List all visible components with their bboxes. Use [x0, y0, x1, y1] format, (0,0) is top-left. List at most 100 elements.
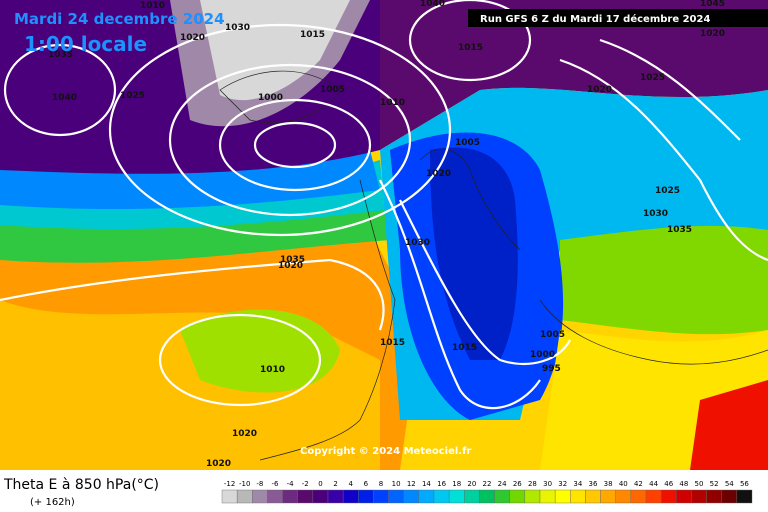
copyright: Copyright © 2024 Meteociel.fr — [300, 446, 471, 457]
colorbar-tick-label: 8 — [379, 480, 383, 488]
run-info: Run GFS 6 Z du Mardi 17 décembre 2024 — [480, 13, 710, 25]
colorbar-cell — [706, 489, 722, 504]
colorbar-tick-label: -12 — [224, 480, 235, 488]
local-time: 1:00 locale — [24, 32, 147, 56]
colorbar-cell — [494, 489, 510, 504]
isobar-label: 995 — [542, 364, 561, 374]
colorbar-cell — [509, 489, 526, 504]
isobar-label: 1035 — [280, 255, 305, 265]
isobars — [0, 0, 768, 410]
colorbar-tick-label: 36 — [589, 480, 598, 488]
colorbar-cell — [403, 489, 420, 504]
colorbar-cell — [524, 489, 541, 504]
isobar-label: 1020 — [232, 429, 257, 439]
isobar-label: 1020 — [206, 459, 231, 469]
lead-time: (+ 162h) — [30, 497, 75, 508]
isobar-label: 1005 — [540, 330, 565, 340]
colorbar-tick-label: 30 — [543, 480, 552, 488]
colorbar-tick-label: 52 — [710, 480, 719, 488]
isobar-label: 1030 — [405, 238, 430, 248]
colorbar-cell — [600, 489, 616, 504]
colorbar-cell — [373, 489, 389, 504]
colorbar-cell — [554, 489, 571, 504]
isobar-label: 1025 — [655, 186, 680, 196]
colorbar-tick-label: 18 — [452, 480, 461, 488]
colorbar-cell — [630, 489, 647, 504]
colorbar-cell — [660, 489, 677, 504]
colorbar-cell — [312, 489, 329, 504]
colorbar-tick-label: -2 — [302, 480, 309, 488]
colorbar-cell — [418, 489, 435, 504]
isobar-label: 1035 — [48, 50, 73, 60]
colorbar-tick-label: 50 — [695, 480, 704, 488]
isobar-label: 1010 — [260, 365, 285, 375]
isobar-labels: 1010 1020 1025 1035 1040 1030 1015 1000 1005 1010… — [48, 0, 725, 469]
colorbar-cell — [676, 489, 692, 504]
colorbar-tick-label: 48 — [679, 480, 688, 488]
colorbar-cell — [342, 489, 359, 504]
isobar-label: 1010 — [380, 98, 405, 108]
colorbar-cell — [267, 489, 283, 504]
colorbar-cell — [585, 489, 601, 504]
coastlines — [219, 70, 768, 461]
colorbar-tick-label: 12 — [407, 480, 416, 488]
isobar-label: 1030 — [225, 23, 250, 33]
isobar-label: 1020 — [587, 85, 612, 95]
colorbar-tick-label: 2 — [333, 480, 337, 488]
run-banner — [468, 9, 768, 27]
colorbar-tick-label: 6 — [364, 480, 369, 488]
isobar-label: 1005 — [320, 85, 345, 95]
colorbar-tick-label: 10 — [392, 480, 401, 488]
colorbar-cell — [448, 489, 465, 504]
theta-field — [0, 0, 768, 470]
colorbar-tick-label: -10 — [239, 480, 250, 488]
colorbar-tick-label: 4 — [348, 480, 353, 488]
colorbar-cell — [736, 489, 753, 504]
colorbar-tick-label: -4 — [287, 480, 295, 488]
valid-date: Mardi 24 decembre 2024 — [14, 10, 225, 28]
colorbar-tick-label: 22 — [483, 480, 492, 488]
colorbar-tick-label: 38 — [604, 480, 613, 488]
colorbar-cell — [479, 489, 495, 504]
legend-title: Theta E à 850 hPa(°C) — [3, 477, 159, 493]
colorbar-tick-label: 28 — [528, 480, 537, 488]
isobar-label: 1000 — [258, 93, 283, 103]
isobar-label: 1020 — [180, 33, 205, 43]
colorbar-tick-label: 24 — [498, 480, 507, 488]
colorbar-cell — [388, 489, 404, 504]
colorbar-tick-label: 34 — [573, 480, 582, 488]
colorbar-tick-label: 42 — [634, 480, 643, 488]
isobar-label: 1020 — [278, 261, 303, 271]
colorbar-tick-label: 54 — [725, 480, 734, 488]
isobar-label: 1025 — [120, 91, 145, 101]
isobar-label: 1020 — [700, 29, 725, 39]
colorbar-cell — [297, 489, 314, 504]
colorbar-cell — [539, 489, 556, 504]
colorbar-cell — [282, 489, 298, 504]
isobar-label: 1035 — [667, 225, 692, 235]
isobar-label: 1015 — [458, 43, 483, 53]
colorbar: -12 -10 -8 -6 -4 -2 0 2 4 6 8 10 12 14 16 18 20 22 24 26 28 3… — [221, 480, 753, 504]
colorbar-cell — [615, 489, 632, 504]
isobar-label: 1000 — [530, 350, 555, 360]
colorbar-tick-label: 20 — [467, 480, 476, 488]
isobar-label: 1005 — [455, 138, 480, 148]
isobar-label: 1015 — [380, 338, 405, 348]
isobar-label: 1025 — [640, 73, 665, 83]
colorbar-tick-label: 14 — [422, 480, 431, 488]
isobar-label: 1020 — [426, 169, 451, 179]
isobar-label: 1015 — [452, 343, 477, 353]
colorbar-cell — [236, 489, 253, 504]
colorbar-cell — [433, 489, 450, 504]
colorbar-cell — [221, 489, 238, 504]
colorbar-tick-label: 0 — [318, 480, 322, 488]
colorbar-cell — [464, 489, 480, 504]
colorbar-tick-label: 46 — [664, 480, 673, 488]
colorbar-tick-label: 44 — [649, 480, 658, 488]
colorbar-cell — [327, 489, 344, 504]
colorbar-tick-label: 16 — [437, 480, 446, 488]
isobar-label: 1040 — [52, 93, 77, 103]
colorbar-tick-label: 40 — [619, 480, 628, 488]
